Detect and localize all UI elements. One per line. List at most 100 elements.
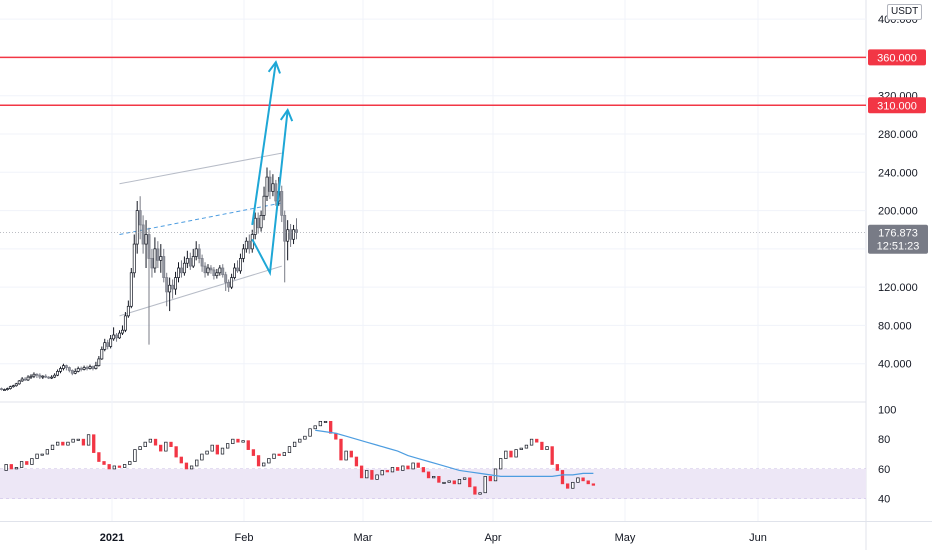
candle-body — [103, 342, 107, 350]
candle — [91, 365, 95, 371]
candle — [53, 373, 57, 379]
candle-body — [295, 229, 298, 233]
rsi-bar — [586, 480, 590, 485]
rsi-bar — [4, 464, 8, 471]
rsi-bar — [251, 449, 256, 456]
rsi-bar — [545, 446, 549, 450]
last-price-countdown: 12:51:23 — [877, 241, 920, 253]
rsi-bar — [535, 438, 539, 443]
candle — [56, 369, 60, 377]
candlestick-series — [0, 167, 298, 391]
rsi-bar — [555, 464, 559, 471]
rsi-bar — [493, 468, 498, 482]
candle-body — [106, 342, 110, 347]
time-tick-label: Apr — [484, 532, 501, 544]
candle — [165, 272, 169, 307]
candle-body — [203, 265, 207, 274]
rsi-bar — [205, 450, 209, 455]
rsi-bar — [359, 465, 364, 479]
rsi-bar — [416, 462, 420, 468]
rsi-bar — [442, 481, 446, 484]
candle-body — [64, 365, 68, 368]
candle-body — [224, 274, 228, 283]
resistance-level-label: 360.000 — [877, 52, 917, 64]
candle-body — [97, 358, 101, 366]
candle-body — [94, 365, 98, 369]
candle — [100, 346, 104, 360]
rsi-bar — [447, 480, 451, 483]
candle-body — [32, 373, 36, 377]
candle — [97, 356, 101, 367]
candle — [171, 279, 175, 299]
rsi-bar — [179, 456, 183, 464]
candle-body — [61, 365, 65, 369]
candle — [17, 379, 21, 385]
candle-body — [120, 329, 124, 334]
candle-body — [82, 367, 86, 370]
price-axis[interactable]: 400.000360.000320.000280.000240.000200.0… — [878, 14, 918, 371]
rsi-bar — [565, 483, 570, 489]
rsi-bar — [365, 470, 369, 479]
rsi-bar — [509, 450, 513, 458]
rsi-bar — [437, 476, 441, 483]
candle-body — [194, 248, 198, 257]
candle — [67, 366, 71, 373]
candle-body — [144, 234, 148, 245]
rsi-bar — [138, 446, 142, 450]
candle-body — [188, 258, 192, 267]
projection-arrow — [251, 109, 289, 277]
candle — [132, 234, 136, 278]
candle-body — [70, 370, 74, 374]
rsi-bar — [473, 486, 477, 495]
candle — [70, 369, 74, 376]
candle — [295, 218, 298, 240]
rsi-bar — [313, 425, 317, 430]
rsi-bar — [189, 465, 194, 470]
candle-body — [118, 332, 121, 339]
candle-body — [138, 210, 142, 226]
rsi-bar — [581, 477, 585, 482]
rsi-bar — [174, 446, 178, 458]
rsi-bar — [370, 470, 374, 480]
candle-body — [280, 191, 284, 216]
candle — [224, 271, 228, 291]
price-tick-label: 80.000 — [878, 320, 912, 332]
candle — [35, 373, 39, 379]
candle — [0, 387, 3, 391]
candle-body — [218, 267, 222, 274]
candle — [118, 330, 121, 339]
candle-body — [174, 277, 177, 290]
candle — [227, 279, 231, 292]
candle-body — [180, 267, 183, 274]
candle — [29, 374, 33, 380]
projection-arrows — [251, 60, 294, 277]
candle — [32, 372, 36, 379]
candle-body — [200, 258, 204, 267]
candle — [47, 376, 51, 380]
candle-body — [67, 367, 71, 371]
candle-body — [165, 277, 169, 293]
rsi-tick-label: 60 — [878, 464, 890, 476]
candle — [185, 250, 189, 268]
candle — [144, 220, 148, 268]
currency-label[interactable]: USDT — [887, 4, 923, 20]
rsi-bar — [184, 462, 189, 470]
candle — [197, 244, 201, 264]
candle — [191, 248, 195, 268]
rsi-axis[interactable]: 100 80 60 40 — [878, 404, 896, 505]
candle — [8, 385, 12, 390]
rsi-bar — [61, 441, 65, 446]
rsi-bar — [220, 447, 225, 455]
rsi-bar — [231, 438, 235, 445]
resistance-level-label: 310.000 — [877, 100, 917, 112]
rsi-bar — [411, 462, 415, 470]
candle-body — [206, 267, 210, 274]
rsi-bar — [462, 477, 467, 480]
candle — [268, 170, 272, 200]
price-tick-label: 120.000 — [878, 282, 918, 294]
candle-body — [38, 374, 42, 378]
candle — [180, 260, 183, 278]
candle-body — [2, 389, 6, 391]
candle-body — [262, 195, 266, 216]
time-axis[interactable]: 2021 Feb Mar Apr May Jun — [100, 532, 767, 544]
